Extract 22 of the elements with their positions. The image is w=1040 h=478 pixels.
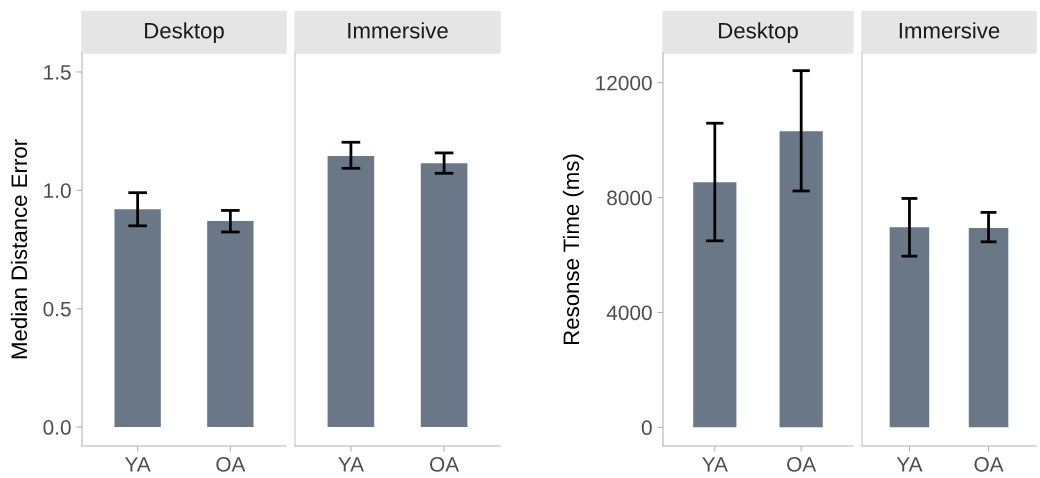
y-tick-label: 0.0 [43,420,71,435]
y-axis-title: Resonse Time (ms) [562,154,584,344]
x-tick-label: YA [702,457,728,472]
x-tick-label: YA [124,457,151,472]
x-tick-label: OA [787,456,817,472]
x-tick-label: OA [430,456,460,472]
y-tick-label: 8000 [607,190,652,206]
x-tick-label: YA [896,457,923,472]
x-tick-label: OA [216,456,246,472]
chart-title: Immersive [899,22,1000,39]
x-tick-label: OA [974,456,1004,472]
chart-title: Desktop [719,22,798,43]
chart-title: Desktop [145,22,224,43]
y-tick-label: 1.5 [44,65,71,80]
y-tick-label: 1.0 [44,183,71,199]
y-axis-title: Median Distance Error [10,139,28,359]
y-tick-label: 0 [641,420,652,436]
y-tick-label: 12000 [596,75,652,91]
chart-title: Immersive [348,22,448,39]
y-tick-label: 4000 [606,305,652,321]
y-tick-label: 0.5 [43,301,71,317]
x-tick-label: YA [338,457,364,472]
